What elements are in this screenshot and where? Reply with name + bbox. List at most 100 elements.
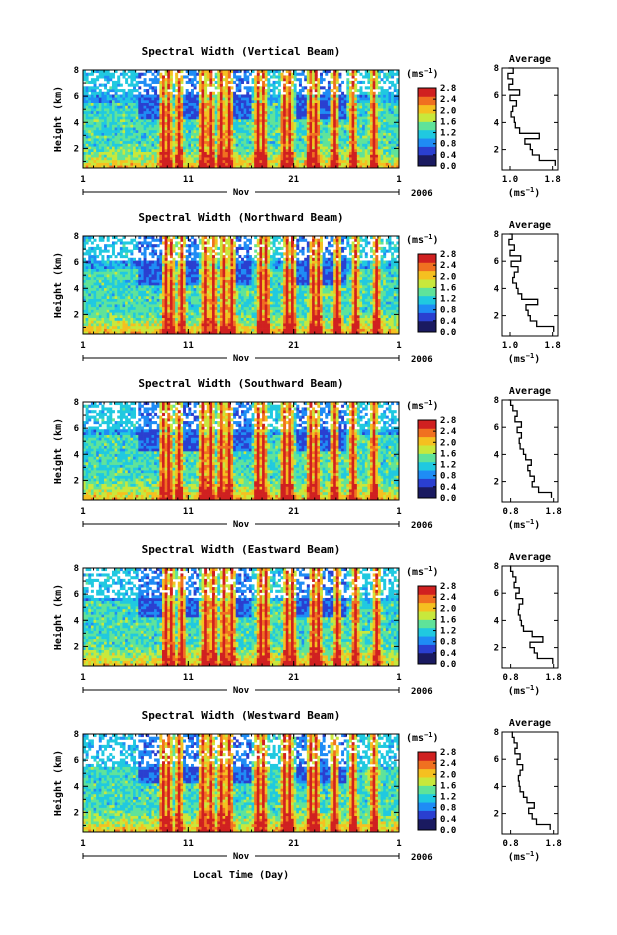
colorbar: 0.00.40.81.21.62.02.42.8 [418, 84, 457, 172]
x-tick-label: 1 [80, 175, 85, 185]
x-tick-label: 1 [80, 839, 85, 849]
y-tick-label: 2 [74, 310, 79, 320]
avg-y-tick-label: 8 [494, 562, 499, 572]
x-tick-label: 1 [396, 839, 401, 849]
x-tick-label: 1 [396, 341, 401, 351]
month-label: Nov [233, 852, 250, 862]
y-tick-label: 6 [74, 92, 79, 102]
avg-x-label: (ms−1) [508, 518, 541, 531]
avg-y-tick-label: 8 [494, 728, 499, 738]
colorbar-tick-label: 2.4 [440, 759, 457, 769]
colorbar-unit-exp: −1 [424, 565, 432, 573]
avg-y-tick-label: 2 [494, 478, 499, 488]
x-tick-label: 11 [183, 507, 194, 517]
panel-title: Spectral Width (Northward Beam) [138, 211, 343, 224]
y-tick-label: 8 [74, 232, 79, 242]
month-label: Nov [233, 520, 250, 530]
year-label: 2006 [411, 189, 433, 199]
colorbar-tick-label: 2.8 [440, 748, 456, 758]
x-tick-label: 21 [288, 341, 299, 351]
avg-y-tick-label: 8 [494, 64, 499, 74]
colorbar-tick-label: 1.2 [440, 295, 456, 305]
average-title: Average [509, 54, 551, 65]
x-tick-label: 1 [396, 507, 401, 517]
colorbar-tick-label: 1.6 [440, 615, 456, 625]
colorbar-unit-exp: −1 [424, 731, 432, 739]
avg-x-tick-label: 1.0 [502, 341, 518, 351]
colorbar-tick-label: 1.6 [440, 283, 456, 293]
heatmap-cells [83, 568, 399, 666]
avg-x-tick-label: 1.8 [546, 507, 562, 517]
panel-title: Spectral Width (Eastward Beam) [142, 543, 341, 556]
y-axis-label: Height (km) [52, 418, 64, 484]
average-title: Average [509, 552, 551, 563]
y-tick-label: 6 [74, 756, 79, 766]
average-title: Average [509, 386, 551, 397]
avg-y-tick-label: 2 [494, 312, 499, 322]
avg-y-tick-label: 6 [494, 423, 499, 433]
x-tick-label: 1 [80, 507, 85, 517]
avg-x-label: (ms−1) [508, 186, 541, 199]
colorbar-tick-label: 2.0 [440, 770, 456, 780]
year-label: 2006 [411, 853, 433, 863]
avg-x-label-exp: −1 [526, 518, 534, 526]
avg-x-tick-label: 0.8 [502, 673, 518, 683]
average-profile-line [509, 400, 552, 498]
avg-x-tick-label: 0.8 [502, 839, 518, 849]
colorbar-tick-label: 1.2 [440, 461, 456, 471]
colorbar-unit: (ms−1) [406, 67, 439, 80]
y-tick-label: 2 [74, 808, 79, 818]
avg-y-tick-label: 8 [494, 230, 499, 240]
y-tick-label: 4 [74, 118, 80, 128]
y-tick-label: 2 [74, 642, 79, 652]
colorbar-tick-label: 1.6 [440, 449, 456, 459]
y-tick-label: 6 [74, 258, 79, 268]
avg-x-label: (ms−1) [508, 684, 541, 697]
colorbar: 0.00.40.81.21.62.02.42.8 [418, 582, 457, 670]
panel-title: Spectral Width (Southward Beam) [138, 377, 343, 390]
colorbar-tick-label: 0.0 [440, 162, 456, 172]
panel-5: Spectral Width (Westward Beam)2468Height… [52, 709, 562, 863]
y-axis-label: Height (km) [52, 86, 64, 152]
month-label: Nov [233, 354, 250, 364]
avg-x-label-exp: −1 [526, 352, 534, 360]
panel-4: Spectral Width (Eastward Beam)2468Height… [52, 543, 562, 697]
y-tick-label: 8 [74, 66, 79, 76]
y-tick-label: 8 [74, 564, 79, 574]
y-axis-label: Height (km) [52, 584, 64, 650]
colorbar-tick-label: 1.6 [440, 781, 456, 791]
avg-y-tick-label: 6 [494, 755, 499, 765]
colorbar-tick-label: 1.6 [440, 117, 456, 127]
colorbar-tick-label: 2.0 [440, 272, 456, 282]
colorbar-tick-label: 2.0 [440, 106, 456, 116]
avg-y-tick-label: 2 [494, 810, 499, 820]
avg-y-tick-label: 2 [494, 644, 499, 654]
y-axis-label: Height (km) [52, 252, 64, 318]
x-tick-label: 1 [396, 175, 401, 185]
colorbar-unit-exp: −1 [424, 399, 432, 407]
colorbar-tick-label: 2.4 [440, 427, 457, 437]
bottom-x-axis-label: Local Time (Day) [193, 869, 289, 881]
colorbar-tick-label: 2.4 [440, 593, 457, 603]
avg-x-label: (ms−1) [508, 850, 541, 863]
heatmap-cells [83, 70, 399, 168]
x-tick-label: 11 [183, 673, 194, 683]
x-tick-label: 21 [288, 673, 299, 683]
panel-3: Spectral Width (Southward Beam)2468Heigh… [52, 377, 562, 531]
colorbar-tick-label: 2.4 [440, 261, 457, 271]
colorbar-unit: (ms−1) [406, 731, 439, 744]
colorbar-tick-label: 0.4 [440, 815, 457, 825]
colorbar: 0.00.40.81.21.62.02.42.8 [418, 416, 457, 504]
colorbar-unit: (ms−1) [406, 399, 439, 412]
avg-y-tick-label: 6 [494, 91, 499, 101]
colorbar-tick-label: 0.4 [440, 649, 457, 659]
colorbar-tick-label: 0.8 [440, 140, 456, 150]
average-profile-line [508, 68, 555, 166]
y-axis-label: Height (km) [52, 750, 64, 816]
y-tick-label: 4 [74, 284, 80, 294]
y-tick-label: 2 [74, 144, 79, 154]
